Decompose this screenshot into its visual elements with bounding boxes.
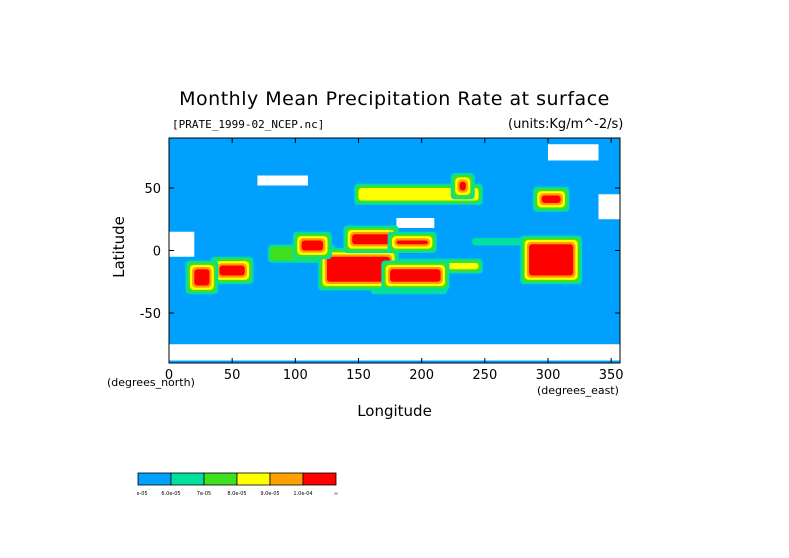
colorbar-label: 8.0e-05	[227, 491, 246, 497]
no-data-region	[547, 144, 599, 161]
axes-layer: 0 50 100 150 200 250 300 350 50 0 -50	[140, 137, 624, 383]
colorbar-swatch	[302, 472, 337, 486]
colorbar-swatch	[170, 472, 205, 486]
x-tick-label: 0	[165, 368, 173, 383]
colorbar-swatch	[236, 472, 271, 486]
colorbar-label: 9.0e-05	[260, 491, 279, 497]
file-label: [PRATE_1999-02_NCEP.nc]	[172, 118, 325, 131]
x-tick-label: 50	[224, 368, 241, 383]
colorbar-swatch	[137, 472, 172, 486]
precip-region	[390, 269, 441, 282]
x-units-right: (degrees_east)	[537, 384, 619, 397]
precip-region	[352, 234, 391, 245]
x-tick-label: 250	[472, 368, 497, 383]
x-tick-label: 300	[536, 368, 561, 383]
precip-region	[219, 265, 245, 276]
colorbar-swatch	[203, 472, 238, 486]
map-layer	[169, 138, 620, 363]
x-units-left: (degrees_north)	[107, 376, 195, 389]
precip-region	[358, 188, 479, 201]
chart-title: Monthly Mean Precipitation Rate at surfa…	[179, 88, 610, 110]
x-tick-label: 350	[599, 368, 624, 383]
colorbar-label: 6.0e-05	[161, 491, 180, 497]
y-tick-label: -50	[140, 307, 161, 322]
x-axis-label: Longitude	[357, 402, 432, 420]
y-tick-label: 0	[153, 245, 161, 260]
no-data-region	[257, 175, 308, 186]
precip-region	[459, 181, 466, 191]
colorbar-label: 5.0e-05	[137, 491, 148, 497]
precip-region	[541, 195, 561, 203]
precip-region	[301, 240, 324, 251]
no-data-region	[396, 218, 435, 228]
x-tick-label: 200	[409, 368, 434, 383]
no-data-region	[169, 231, 195, 257]
precip-region	[472, 238, 523, 246]
precip-region	[194, 269, 210, 286]
colorbar-swatch	[269, 472, 304, 486]
precip-region	[529, 244, 574, 276]
colorbar-label: 7e-05	[197, 491, 211, 497]
colorbar-label: 1.0e-04	[293, 491, 312, 497]
x-tick-label: 150	[346, 368, 371, 383]
precip-region	[396, 240, 428, 245]
colorbar-label: ∞	[334, 491, 338, 497]
no-data-region	[598, 194, 620, 220]
precip-region	[326, 256, 391, 282]
colorbar: 5.0e-05 6.0e-05 7e-05 8.0e-05 9.0e-05 1.0e-04…	[137, 472, 338, 497]
units-label: (units:Kg/m^-2/s)	[508, 117, 624, 132]
no-data-region	[169, 344, 620, 361]
x-tick-label: 100	[283, 368, 308, 383]
y-tick-label: 50	[144, 182, 161, 197]
